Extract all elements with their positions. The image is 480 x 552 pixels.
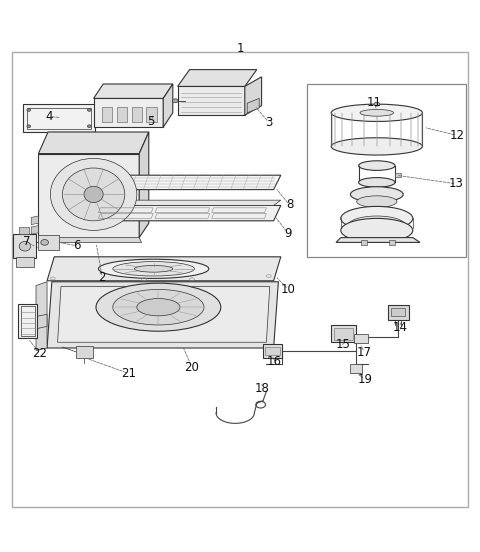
Bar [117, 107, 127, 123]
Ellipse shape [137, 299, 180, 316]
Text: 19: 19 [357, 373, 372, 386]
Text: 10: 10 [281, 283, 296, 296]
Bar [354, 333, 368, 343]
Ellipse shape [19, 241, 31, 251]
Polygon shape [47, 257, 281, 281]
Polygon shape [139, 132, 149, 237]
Text: 15: 15 [336, 338, 350, 351]
Bar [146, 107, 157, 123]
Text: 13: 13 [449, 177, 464, 190]
Text: 5: 5 [147, 115, 155, 128]
Text: 18: 18 [255, 383, 270, 395]
Polygon shape [47, 282, 278, 348]
Bar [361, 241, 367, 245]
Bar [307, 84, 466, 257]
Text: 8: 8 [286, 199, 293, 211]
Text: 20: 20 [185, 360, 199, 374]
Ellipse shape [348, 216, 406, 235]
Text: 14: 14 [392, 321, 408, 334]
Polygon shape [178, 87, 245, 115]
Text: 12: 12 [449, 129, 465, 142]
Ellipse shape [27, 109, 31, 112]
Bar [13, 234, 36, 258]
Ellipse shape [87, 109, 91, 112]
Polygon shape [94, 200, 281, 205]
Polygon shape [23, 104, 95, 132]
Text: 9: 9 [285, 227, 292, 240]
Ellipse shape [98, 259, 209, 278]
Text: 16: 16 [266, 355, 282, 368]
Ellipse shape [96, 283, 221, 331]
Polygon shape [31, 216, 38, 225]
Text: 7: 7 [23, 235, 30, 248]
Bar [19, 227, 29, 234]
Text: 6: 6 [73, 239, 81, 252]
Ellipse shape [172, 99, 178, 103]
Text: 2: 2 [98, 271, 106, 284]
Polygon shape [163, 84, 173, 127]
Text: 22: 22 [32, 347, 48, 360]
Bar [331, 326, 356, 342]
Bar [388, 305, 409, 320]
Bar [395, 173, 401, 177]
Text: 21: 21 [121, 367, 136, 380]
Ellipse shape [331, 138, 422, 155]
Ellipse shape [331, 104, 422, 121]
Ellipse shape [41, 240, 48, 245]
Ellipse shape [359, 161, 395, 171]
Bar [334, 328, 353, 340]
Ellipse shape [113, 262, 194, 276]
Bar [102, 107, 112, 123]
Ellipse shape [84, 186, 103, 203]
Polygon shape [245, 77, 262, 115]
Polygon shape [38, 153, 139, 237]
Ellipse shape [341, 219, 413, 242]
Polygon shape [38, 237, 142, 242]
Ellipse shape [113, 289, 204, 325]
Text: 3: 3 [265, 116, 273, 129]
Polygon shape [94, 175, 281, 189]
Ellipse shape [359, 178, 395, 187]
Polygon shape [336, 237, 420, 242]
Bar [21, 306, 35, 336]
Polygon shape [94, 98, 163, 127]
Bar [263, 344, 282, 358]
Bar [265, 347, 280, 355]
Ellipse shape [350, 187, 403, 202]
Bar [132, 107, 142, 123]
Bar [16, 257, 34, 267]
Text: 11: 11 [367, 95, 382, 109]
Polygon shape [38, 132, 149, 153]
Ellipse shape [134, 266, 173, 272]
Bar [76, 346, 93, 358]
Ellipse shape [62, 168, 125, 221]
Bar [389, 241, 395, 245]
Polygon shape [36, 282, 47, 351]
Bar [391, 307, 405, 316]
Polygon shape [94, 205, 281, 221]
Polygon shape [34, 315, 47, 329]
Ellipse shape [374, 102, 380, 106]
Ellipse shape [27, 125, 31, 128]
Ellipse shape [50, 158, 137, 230]
Polygon shape [178, 70, 257, 87]
Ellipse shape [360, 109, 394, 116]
Text: 1: 1 [236, 42, 244, 55]
Text: 17: 17 [357, 346, 372, 359]
Bar [350, 364, 362, 373]
Polygon shape [31, 226, 38, 234]
Polygon shape [94, 84, 173, 98]
Ellipse shape [357, 196, 397, 208]
Polygon shape [247, 98, 259, 113]
Ellipse shape [87, 125, 91, 128]
Bar [18, 304, 37, 338]
Polygon shape [58, 286, 270, 342]
Ellipse shape [341, 206, 413, 230]
Text: 4: 4 [46, 110, 53, 123]
Bar [38, 235, 59, 250]
